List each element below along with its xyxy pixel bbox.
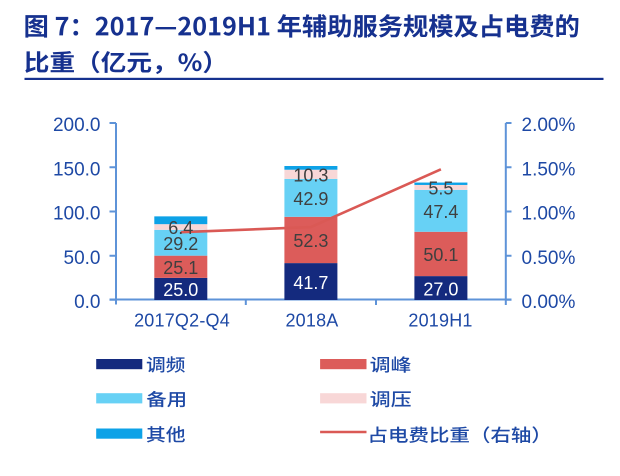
svg-text:52.3: 52.3 — [293, 231, 328, 251]
svg-text:50.1: 50.1 — [423, 245, 458, 265]
svg-text:2017Q2-Q4: 2017Q2-Q4 — [134, 311, 230, 331]
svg-text:2018A: 2018A — [285, 311, 338, 331]
svg-text:2.00%: 2.00% — [522, 115, 576, 136]
svg-text:1.50%: 1.50% — [522, 159, 576, 180]
svg-text:27.0: 27.0 — [423, 279, 458, 299]
svg-text:42.9: 42.9 — [293, 189, 328, 209]
svg-text:0.00%: 0.00% — [522, 292, 576, 313]
svg-text:150.0: 150.0 — [53, 159, 101, 180]
svg-text:41.7: 41.7 — [293, 273, 328, 293]
svg-text:100.0: 100.0 — [53, 204, 101, 225]
svg-text:2019H1: 2019H1 — [408, 311, 472, 331]
svg-text:29.2: 29.2 — [163, 234, 198, 254]
svg-text:0.0: 0.0 — [74, 292, 100, 313]
svg-text:10.3: 10.3 — [293, 165, 328, 185]
svg-text:25.0: 25.0 — [163, 280, 198, 300]
svg-text:0.50%: 0.50% — [522, 248, 576, 269]
svg-text:5.5: 5.5 — [428, 179, 453, 199]
svg-text:6.4: 6.4 — [168, 218, 193, 238]
svg-text:1.00%: 1.00% — [522, 204, 576, 225]
svg-text:50.0: 50.0 — [64, 248, 101, 269]
svg-text:25.1: 25.1 — [163, 258, 198, 278]
svg-text:200.0: 200.0 — [53, 115, 101, 136]
svg-text:47.4: 47.4 — [423, 202, 458, 222]
